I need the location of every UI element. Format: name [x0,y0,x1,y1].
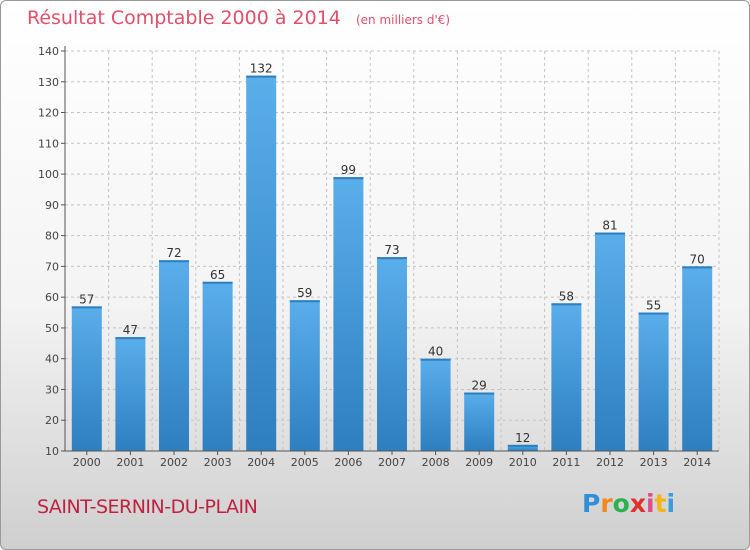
y-tick-label: 110 [38,137,59,150]
bar-top-edge [464,392,495,395]
bar-2006 [333,177,364,451]
bar-top-edge [71,306,102,309]
y-tick-label: 10 [45,445,59,458]
bar-top-edge [159,260,189,263]
x-tick-label: 2013 [640,456,668,469]
y-tick-label: 40 [45,353,59,366]
data-label: 99 [341,163,356,177]
chart-title: Résultat Comptable 2000 à 2014 [27,7,341,29]
bar-2008 [420,358,451,451]
bar-top-edge [246,75,277,78]
y-tick-label: 120 [38,107,59,120]
bar-top-edge [595,232,625,235]
data-label: 72 [166,246,181,260]
y-tick-label: 90 [45,199,59,212]
data-labels: 57 47 72 65 132 59 99 73 40 29 12 58 81 55 70 [79,62,705,445]
data-label: 132 [250,62,273,76]
y-tick-label: 130 [38,76,59,89]
logo-letter: i [666,489,676,518]
bar-top-edge [289,300,320,303]
data-label: 29 [472,379,487,393]
bar-2005 [289,300,320,451]
bar-2012 [595,232,625,451]
commune-name: SAINT-SERNIN-DU-PLAIN [37,496,258,518]
bar-top-edge [638,312,669,315]
data-label: 40 [428,345,443,359]
data-label: 70 [690,252,705,266]
bar-2003 [202,281,233,451]
bar-top-edge [333,177,364,180]
x-tick-label: 2014 [683,456,711,469]
bars [71,75,713,451]
x-tick-label: 2001 [116,456,144,469]
logo-letter: r [600,489,613,518]
bar-2001 [115,337,146,451]
chart-header: Résultat Comptable 2000 à 2014 (en milli… [27,7,450,29]
logo-letter: P [582,489,601,518]
data-label: 55 [646,299,661,313]
y-tick-label: 30 [45,383,59,396]
bar-2004 [246,75,277,451]
bar-2011 [551,303,582,451]
y-tick-label: 100 [38,168,59,181]
x-tick-label: 2012 [596,456,624,469]
bar-top-edge [507,444,538,447]
chart-subtitle: (en milliers d'€) [355,13,451,27]
x-tick-label: 2006 [334,456,362,469]
bar-2010 [507,444,538,451]
bar-top-edge [202,281,233,284]
y-tick-label: 80 [45,230,59,243]
data-label: 73 [384,243,399,257]
axes: 10 20 30 40 50 60 70 80 90 100 110 120 130 140 2000 200… [38,45,719,469]
data-label: 47 [123,323,138,337]
logo-letter: o [612,489,630,518]
y-tick-label: 50 [45,322,59,335]
x-tick-label: 2000 [73,456,101,469]
logo-letter: i [646,489,655,518]
x-tick-label: 2004 [247,456,275,469]
data-label: 65 [210,268,225,282]
bar-2002 [159,260,189,451]
data-label: 59 [297,286,312,300]
bar-2013 [638,312,669,451]
bar-top-edge [682,266,713,269]
y-tick-label: 140 [38,45,59,58]
data-label: 58 [559,289,574,303]
x-tick-label: 2002 [160,456,188,469]
data-label: 57 [79,292,94,306]
proxiti-logo: Proxiti [582,489,675,518]
bar-top-edge [551,303,582,306]
y-tick-label: 60 [45,291,59,304]
bar-2009 [464,392,495,451]
data-label: 81 [602,219,617,233]
bar-top-edge [377,257,407,260]
logo-letter: t [654,489,667,518]
x-tick-label: 2007 [378,456,406,469]
x-tick-label: 2003 [204,456,232,469]
bar-top-edge [115,337,146,340]
bar-top-edge [420,358,451,361]
data-label: 12 [515,431,530,445]
bar-2014 [682,266,713,451]
y-tick-label: 70 [45,260,59,273]
x-tick-label: 2008 [422,456,450,469]
y-tick-label: 20 [45,414,59,427]
x-tick-label: 2011 [552,456,580,469]
bar-2000 [71,306,102,451]
x-tick-label: 2005 [291,456,319,469]
x-tick-label: 2010 [509,456,537,469]
logo-letter: x [629,489,646,518]
bar-2007 [377,257,407,451]
x-tick-label: 2009 [465,456,493,469]
